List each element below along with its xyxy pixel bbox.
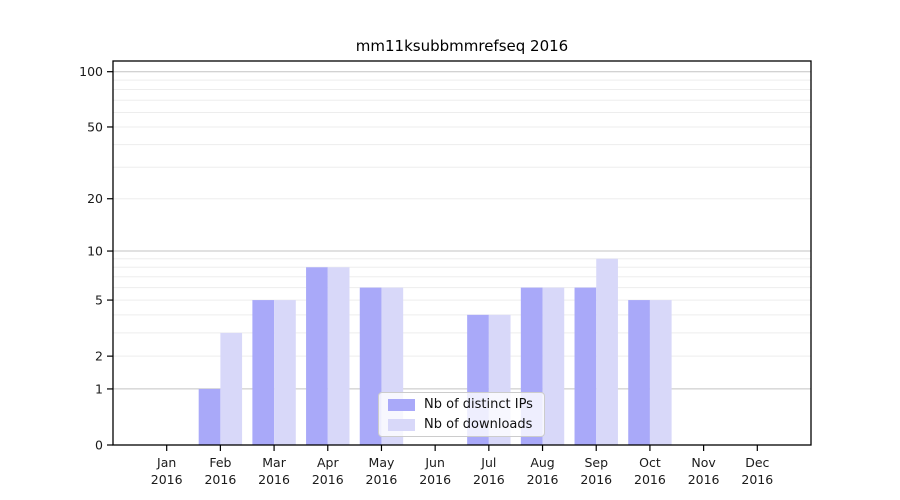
legend-swatch-light (388, 418, 415, 431)
x-tick-label-month: Nov (691, 455, 716, 470)
x-tick-label-year: 2016 (151, 472, 183, 487)
y-tick-label: 0 (95, 438, 103, 453)
x-tick-label-year: 2016 (634, 472, 666, 487)
y-tick-label: 50 (87, 119, 103, 134)
bar-downloads (649, 300, 672, 445)
x-tick-label-month: May (369, 455, 395, 470)
legend: Nb of distinct IPs Nb of downloads (378, 392, 545, 437)
y-tick-label: 20 (87, 191, 103, 206)
bar-distinct-ips (306, 267, 328, 445)
x-tick-label-year: 2016 (741, 472, 773, 487)
legend-label: Nb of distinct IPs (424, 397, 533, 412)
x-tick-label-year: 2016 (204, 472, 236, 487)
bar-distinct-ips (198, 388, 221, 445)
x-tick-label-month: Jul (480, 455, 496, 470)
x-tick-label-year: 2016 (580, 472, 612, 487)
bar-distinct-ips (359, 287, 382, 445)
x-tick-label-month: Mar (262, 455, 286, 470)
x-tick-label-month: Apr (317, 455, 339, 470)
y-tick-label: 5 (95, 293, 103, 308)
bar-downloads (596, 258, 618, 445)
legend-label: Nb of downloads (424, 417, 533, 432)
x-tick-label-year: 2016 (527, 472, 559, 487)
plot-frame (112, 60, 812, 446)
bar-downloads (542, 287, 565, 445)
x-tick-label-year: 2016 (258, 472, 290, 487)
x-tick-label-month: Sep (584, 455, 608, 470)
x-tick-label-month: Jun (424, 455, 445, 470)
y-tick-label: 10 (87, 244, 103, 259)
bar-distinct-ips (628, 300, 650, 445)
x-tick-label-month: Aug (530, 455, 554, 470)
x-tick-label-year: 2016 (419, 472, 451, 487)
bar-distinct-ips (574, 287, 597, 445)
x-tick-label-year: 2016 (366, 472, 398, 487)
bar-downloads (220, 332, 243, 445)
x-tick-label-month: Jan (156, 455, 176, 470)
bar-downloads (327, 267, 350, 445)
chart-title: mm11ksubbmmrefseq 2016 (355, 37, 569, 55)
bar-downloads (274, 300, 296, 445)
x-tick-label-month: Feb (209, 455, 231, 470)
legend-item-downloads: Nb of downloads (388, 417, 535, 432)
legend-item-distinct-ips: Nb of distinct IPs (388, 397, 535, 412)
x-tick-label-month: Dec (745, 455, 769, 470)
x-tick-label-year: 2016 (473, 472, 505, 487)
x-tick-label-month: Oct (639, 455, 661, 470)
y-tick-label: 1 (95, 381, 103, 396)
bar-distinct-ips (252, 300, 275, 445)
y-tick-label: 100 (79, 64, 103, 79)
x-tick-label-year: 2016 (312, 472, 344, 487)
legend-swatch-dark (388, 398, 415, 411)
x-tick-label-year: 2016 (688, 472, 720, 487)
y-tick-label: 2 (95, 349, 103, 364)
